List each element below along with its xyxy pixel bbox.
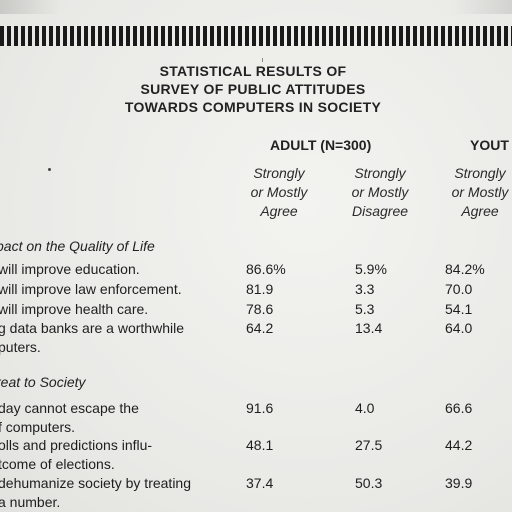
youth-group-header: YOUT bbox=[470, 137, 509, 153]
row-label-continued: a number. bbox=[0, 494, 61, 510]
cell-youth-agree: 66.6 bbox=[445, 400, 473, 416]
cell-adult-agree: 91.6 bbox=[246, 400, 274, 416]
section-heading-threat-to-society: reat to Society bbox=[0, 374, 86, 390]
cell-adult-agree: 81.9 bbox=[246, 281, 274, 297]
perforated-border-strip bbox=[0, 26, 512, 46]
row-label: will improve health care. bbox=[0, 301, 149, 317]
cell-youth-agree: 54.1 bbox=[445, 301, 473, 317]
row-label-continued: puters. bbox=[0, 339, 41, 355]
cell-adult-disagree: 3.3 bbox=[355, 281, 375, 297]
column-header-adult-agree: Strongly or Mostly Agree bbox=[239, 164, 319, 221]
column-header-youth-agree: Strongly or Mostly Agree bbox=[440, 164, 512, 221]
row-label: day cannot escape the bbox=[0, 400, 139, 416]
column-header-adult-disagree: Strongly or Mostly Disagree bbox=[340, 164, 420, 221]
ink-speck bbox=[48, 168, 51, 171]
cell-adult-disagree: 5.9% bbox=[355, 261, 387, 277]
cell-adult-agree: 37.4 bbox=[246, 475, 274, 491]
cell-youth-agree: 64.0 bbox=[445, 320, 473, 336]
section-heading-quality-of-life: pact on the Quality of Life bbox=[0, 238, 155, 254]
row-label: dehumanize society by treating bbox=[0, 475, 191, 491]
cell-adult-agree: 64.2 bbox=[246, 320, 274, 336]
ink-speck bbox=[262, 58, 263, 62]
column-header-line: Agree bbox=[461, 203, 499, 219]
cell-adult-disagree: 5.3 bbox=[355, 301, 375, 317]
cell-adult-disagree: 27.5 bbox=[355, 437, 383, 453]
cell-youth-agree: 84.2% bbox=[445, 261, 485, 277]
cell-adult-disagree: 50.3 bbox=[355, 475, 383, 491]
row-label: g data banks are a worthwhile bbox=[0, 320, 184, 336]
column-header-line: Strongly bbox=[454, 165, 506, 181]
row-label: olls and predictions influ- bbox=[0, 437, 153, 453]
cell-adult-disagree: 13.4 bbox=[355, 320, 383, 336]
cell-adult-agree: 48.1 bbox=[246, 437, 274, 453]
table-title-line-1: STATISTICAL RESULTS OF bbox=[159, 63, 347, 79]
table-title-line-3: TOWARDS COMPUTERS IN SOCIETY bbox=[124, 99, 382, 115]
column-header-line: Disagree bbox=[351, 203, 409, 219]
row-label-continued: tcome of elections. bbox=[0, 456, 115, 472]
column-header-line: Strongly bbox=[253, 165, 305, 181]
cell-youth-agree: 39.9 bbox=[445, 475, 473, 491]
cell-youth-agree: 44.2 bbox=[445, 437, 473, 453]
row-label: will improve education. bbox=[0, 261, 140, 277]
column-header-line: or Mostly bbox=[250, 184, 308, 200]
column-header-line: or Mostly bbox=[451, 184, 509, 200]
column-header-line: Agree bbox=[260, 203, 298, 219]
column-header-line: Strongly bbox=[354, 165, 406, 181]
table-title-line-2: SURVEY OF PUBLIC ATTITUDES bbox=[140, 81, 366, 97]
cell-adult-agree: 86.6% bbox=[246, 261, 286, 277]
row-label: will improve law enforcement. bbox=[0, 281, 182, 297]
row-label-continued: f computers. bbox=[0, 419, 76, 435]
adult-group-header: ADULT (N=300) bbox=[270, 137, 372, 153]
column-header-line: or Mostly bbox=[351, 184, 409, 200]
cell-adult-agree: 78.6 bbox=[246, 301, 274, 317]
page-edge-shadow bbox=[0, 0, 512, 14]
cell-adult-disagree: 4.0 bbox=[355, 400, 375, 416]
cell-youth-agree: 70.0 bbox=[445, 281, 473, 297]
